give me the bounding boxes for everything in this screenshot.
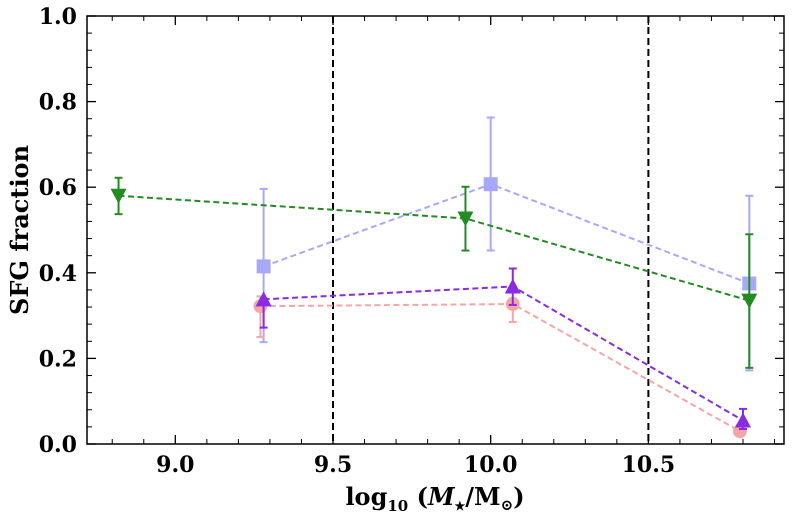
plot-background [87,16,784,444]
data-point [741,293,758,309]
data-point [255,291,272,307]
reference-lines [332,16,650,444]
series-purple-up-triangles [255,267,751,431]
y-tick-label: 0.8 [39,90,77,116]
series-layer [110,116,758,439]
tick-labels: 9.0 9.5 10.0 10.5 0.0 0.2 0.4 0.6 0.8 1.0 [39,4,675,478]
x-tick-label: 10.5 [622,452,676,478]
plot-frame [86,15,785,445]
y-tick-label: 0.6 [39,175,77,201]
y-tick-label: 1.0 [39,4,77,30]
series-green-down-triangles [110,176,758,369]
data-point [483,177,498,192]
x-tick-label: 9.0 [156,452,194,478]
data-point [504,278,521,294]
data-point [735,412,751,428]
y-tick-label: 0.0 [39,432,77,458]
x-tick-label: 9.5 [314,452,352,478]
data-point [110,188,127,204]
y-axis-label: SFG fraction [5,145,34,315]
x-tick-label: 10.0 [464,452,518,478]
y-tick-label: 0.4 [39,261,77,287]
data-point [256,259,271,274]
y-tick-label: 0.2 [39,346,77,372]
axis-ticks [87,15,784,445]
data-point [457,211,474,227]
x-axis-label: log10 (M★/M⊙) [345,482,524,515]
